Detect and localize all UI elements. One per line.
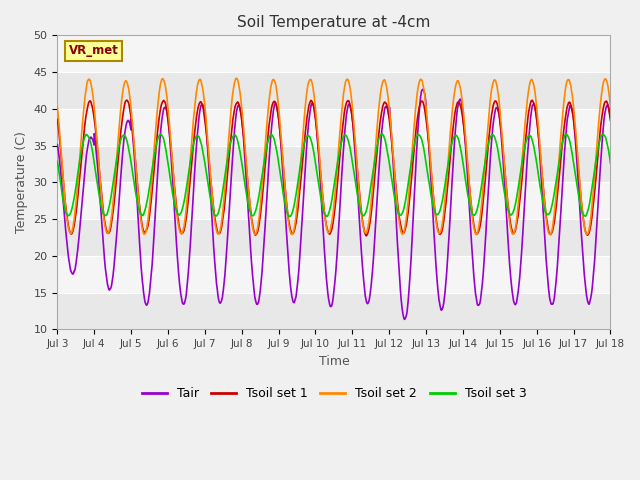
Text: VR_met: VR_met — [68, 45, 118, 58]
Bar — [58, 182, 611, 219]
Bar — [58, 293, 611, 329]
Bar — [58, 219, 611, 256]
Bar — [58, 72, 611, 109]
X-axis label: Time: Time — [319, 355, 349, 368]
Legend: Tair, Tsoil set 1, Tsoil set 2, Tsoil set 3: Tair, Tsoil set 1, Tsoil set 2, Tsoil se… — [136, 383, 531, 406]
Title: Soil Temperature at -4cm: Soil Temperature at -4cm — [237, 15, 431, 30]
Y-axis label: Temperature (C): Temperature (C) — [15, 132, 28, 233]
Bar — [58, 109, 611, 145]
Bar — [58, 36, 611, 72]
Bar — [58, 145, 611, 182]
Bar — [58, 256, 611, 293]
